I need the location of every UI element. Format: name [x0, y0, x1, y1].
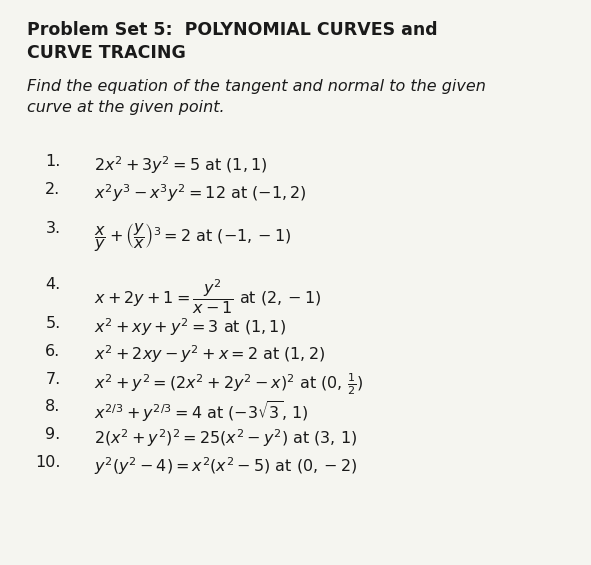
Text: $x^2+y^2=(2x^2+2y^2-x)^2$ at $(0,\,\frac{1}{2})$: $x^2+y^2=(2x^2+2y^2-x)^2$ at $(0,\,\frac…	[95, 372, 364, 397]
Text: 5.: 5.	[46, 316, 60, 331]
Text: Problem Set 5:  POLYNOMIAL CURVES and
CURVE TRACING: Problem Set 5: POLYNOMIAL CURVES and CUR…	[27, 21, 437, 63]
Text: 7.: 7.	[46, 372, 60, 386]
Text: $2x^2+3y^2=5$ at $(1,1)$: $2x^2+3y^2=5$ at $(1,1)$	[95, 154, 268, 176]
Text: 4.: 4.	[46, 277, 60, 292]
Text: 6.: 6.	[46, 344, 60, 359]
Text: 1.: 1.	[45, 154, 60, 170]
Text: $x^2y^3-x^3y^2=12$ at $(-1,2)$: $x^2y^3-x^3y^2=12$ at $(-1,2)$	[95, 182, 307, 204]
Text: $x^2+xy+y^2=3$ at $(1,1)$: $x^2+xy+y^2=3$ at $(1,1)$	[95, 316, 286, 338]
Text: 9.: 9.	[46, 427, 60, 442]
Text: 10.: 10.	[35, 455, 60, 470]
Text: 3.: 3.	[46, 221, 60, 236]
Text: 8.: 8.	[45, 399, 60, 414]
Text: Find the equation of the tangent and normal to the given
curve at the given poin: Find the equation of the tangent and nor…	[27, 79, 486, 115]
Text: $y^2(y^2-4)=x^2(x^2-5)$ at $(0,-2)$: $y^2(y^2-4)=x^2(x^2-5)$ at $(0,-2)$	[95, 455, 358, 477]
Text: 2.: 2.	[46, 182, 60, 197]
Text: $x^{2/3}+y^{2/3}=4$ at $(-3\sqrt{3},\,1)$: $x^{2/3}+y^{2/3}=4$ at $(-3\sqrt{3},\,1)…	[95, 399, 309, 424]
Text: $x^2+2xy-y^2+x=2$ at $(1,2)$: $x^2+2xy-y^2+x=2$ at $(1,2)$	[95, 344, 326, 366]
Text: $x+2y+1=\dfrac{y^2}{x-1}$ at $(2,-1)$: $x+2y+1=\dfrac{y^2}{x-1}$ at $(2,-1)$	[95, 277, 322, 316]
Text: $\dfrac{x}{y}+\left(\dfrac{y}{x}\right)^3=2$ at $(-1,-1)$: $\dfrac{x}{y}+\left(\dfrac{y}{x}\right)^…	[95, 221, 292, 254]
Text: $2(x^2+y^2)^2=25(x^2-y^2)$ at $(3,\,1)$: $2(x^2+y^2)^2=25(x^2-y^2)$ at $(3,\,1)$	[95, 427, 358, 449]
